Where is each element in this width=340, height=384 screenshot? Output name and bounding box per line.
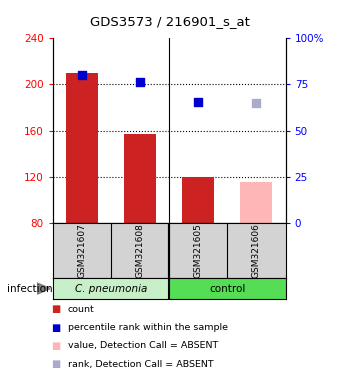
- Text: control: control: [209, 283, 245, 294]
- Text: GSM321608: GSM321608: [136, 223, 144, 278]
- Bar: [182, 177, 214, 223]
- Point: [254, 100, 259, 106]
- Text: count: count: [68, 305, 95, 314]
- Text: infection: infection: [7, 283, 52, 294]
- Bar: [53, 278, 169, 299]
- Text: GSM321607: GSM321607: [77, 223, 86, 278]
- Text: rank, Detection Call = ABSENT: rank, Detection Call = ABSENT: [68, 360, 214, 369]
- Text: value, Detection Call = ABSENT: value, Detection Call = ABSENT: [68, 341, 218, 351]
- Text: ■: ■: [51, 323, 61, 333]
- Text: percentile rank within the sample: percentile rank within the sample: [68, 323, 228, 332]
- Point: [79, 72, 85, 78]
- Text: ■: ■: [51, 304, 61, 314]
- Text: ■: ■: [51, 341, 61, 351]
- Point: [195, 99, 201, 105]
- Bar: [169, 278, 286, 299]
- Bar: [66, 73, 98, 223]
- Bar: [124, 134, 156, 223]
- Text: GSM321605: GSM321605: [194, 223, 203, 278]
- Bar: [240, 182, 272, 223]
- Text: C. pneumonia: C. pneumonia: [75, 283, 147, 294]
- Text: GDS3573 / 216901_s_at: GDS3573 / 216901_s_at: [90, 15, 250, 28]
- Text: GSM321606: GSM321606: [252, 223, 261, 278]
- Polygon shape: [37, 283, 50, 295]
- Text: ■: ■: [51, 359, 61, 369]
- Point: [137, 79, 143, 85]
